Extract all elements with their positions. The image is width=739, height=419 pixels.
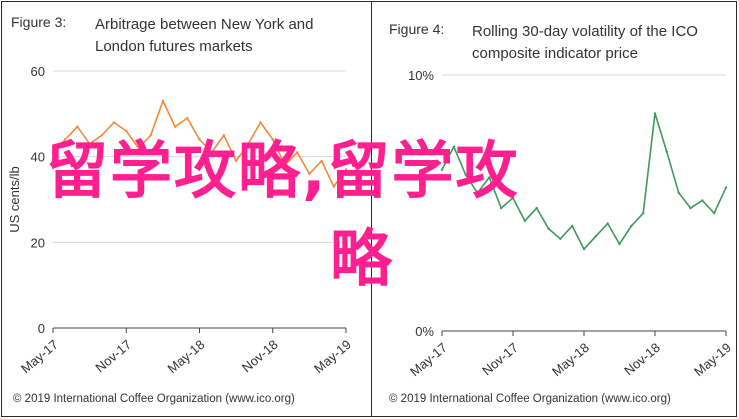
y-tick-label: 20 [31,235,45,250]
data-point [547,227,550,230]
figure-3-label: Figure 3: [11,14,67,30]
y-tick-label: 0 [38,321,45,336]
data-point [618,242,621,246]
data-point [51,151,55,154]
data-point [186,116,189,120]
data-point [488,176,491,179]
x-tick-label: May-17 [18,337,61,376]
data-point [308,172,311,175]
data-point [296,151,299,154]
data-point [247,142,250,145]
data-point [210,151,213,154]
figure-4-credit: © 2019 International Coffee Organization… [389,393,671,405]
data-point [320,159,323,163]
data-point [259,121,262,124]
data-point [630,224,633,228]
figure-4-label: Figure 4: [389,21,445,37]
data-point [535,206,538,210]
y-tick-label: 0% [415,324,434,339]
x-tick-label: May-19 [691,340,734,379]
data-point [173,125,177,128]
x-tick-label: May-18 [165,337,208,376]
figure-3-chart: 0 20 40 60 US cents/lb May-17 Nov-17 May-18 Nov-… [7,64,354,376]
figure-4-title: Rolling 30-day volatility of the ICO com… [472,23,698,62]
data-point [149,134,152,137]
data-point [606,222,609,225]
series-line [441,112,727,250]
x-tick-label: Nov-17 [92,337,134,375]
y-axis-label: US cents/lb [7,166,22,232]
data-point [724,186,728,189]
data-point [511,196,515,200]
y-tick-label: 10% [408,68,434,83]
data-point [665,150,668,153]
figure-3-title: Arbitrage between New York and London fu… [95,16,314,55]
data-point [332,185,335,188]
x-tick-label: Nov-18 [239,337,281,375]
data-point [125,129,128,133]
data-point [440,168,444,171]
data-point [271,138,274,141]
data-point [161,99,165,103]
data-point [222,134,226,137]
data-point [476,191,479,194]
data-point [677,191,680,194]
data-point [88,142,91,145]
data-point [63,138,67,141]
data-point [283,164,287,167]
y-tick-label: 60 [31,64,45,79]
figure-3-panel: Figure 3: Arbitrage between New York and… [1,1,366,417]
data-point [571,224,574,228]
data-point [100,134,104,137]
data-point [701,199,704,202]
figure-3-credit: © 2019 International Coffee Organization… [13,393,295,405]
x-tick-label: May-19 [311,337,354,376]
figure-4-panel: Figure 4: Rolling 30-day volatility of t… [371,1,738,417]
data-point [500,206,503,210]
data-point [642,212,645,215]
y-tick-label: 40 [31,150,45,165]
data-point [452,145,455,148]
data-point [523,219,526,223]
x-tick-label: Nov-18 [621,340,663,378]
data-point [344,168,348,171]
data-point [653,112,657,115]
figure-4-chart: 0% 10% May-17 Nov-17 May-18 Nov-18 May-19 [407,68,734,379]
data-point [234,159,238,163]
series-line [52,100,347,188]
data-point [464,173,467,176]
data-point [689,206,692,210]
data-point [137,146,140,150]
data-point [112,121,116,124]
data-point [559,237,562,240]
x-tick-label: May-17 [407,340,450,379]
x-tick-label: May-18 [549,340,592,379]
x-tick-label: Nov-17 [479,340,521,378]
data-point [713,212,716,215]
data-point [76,125,79,128]
data-point [198,138,201,141]
data-point [594,235,597,238]
data-point [582,247,586,251]
